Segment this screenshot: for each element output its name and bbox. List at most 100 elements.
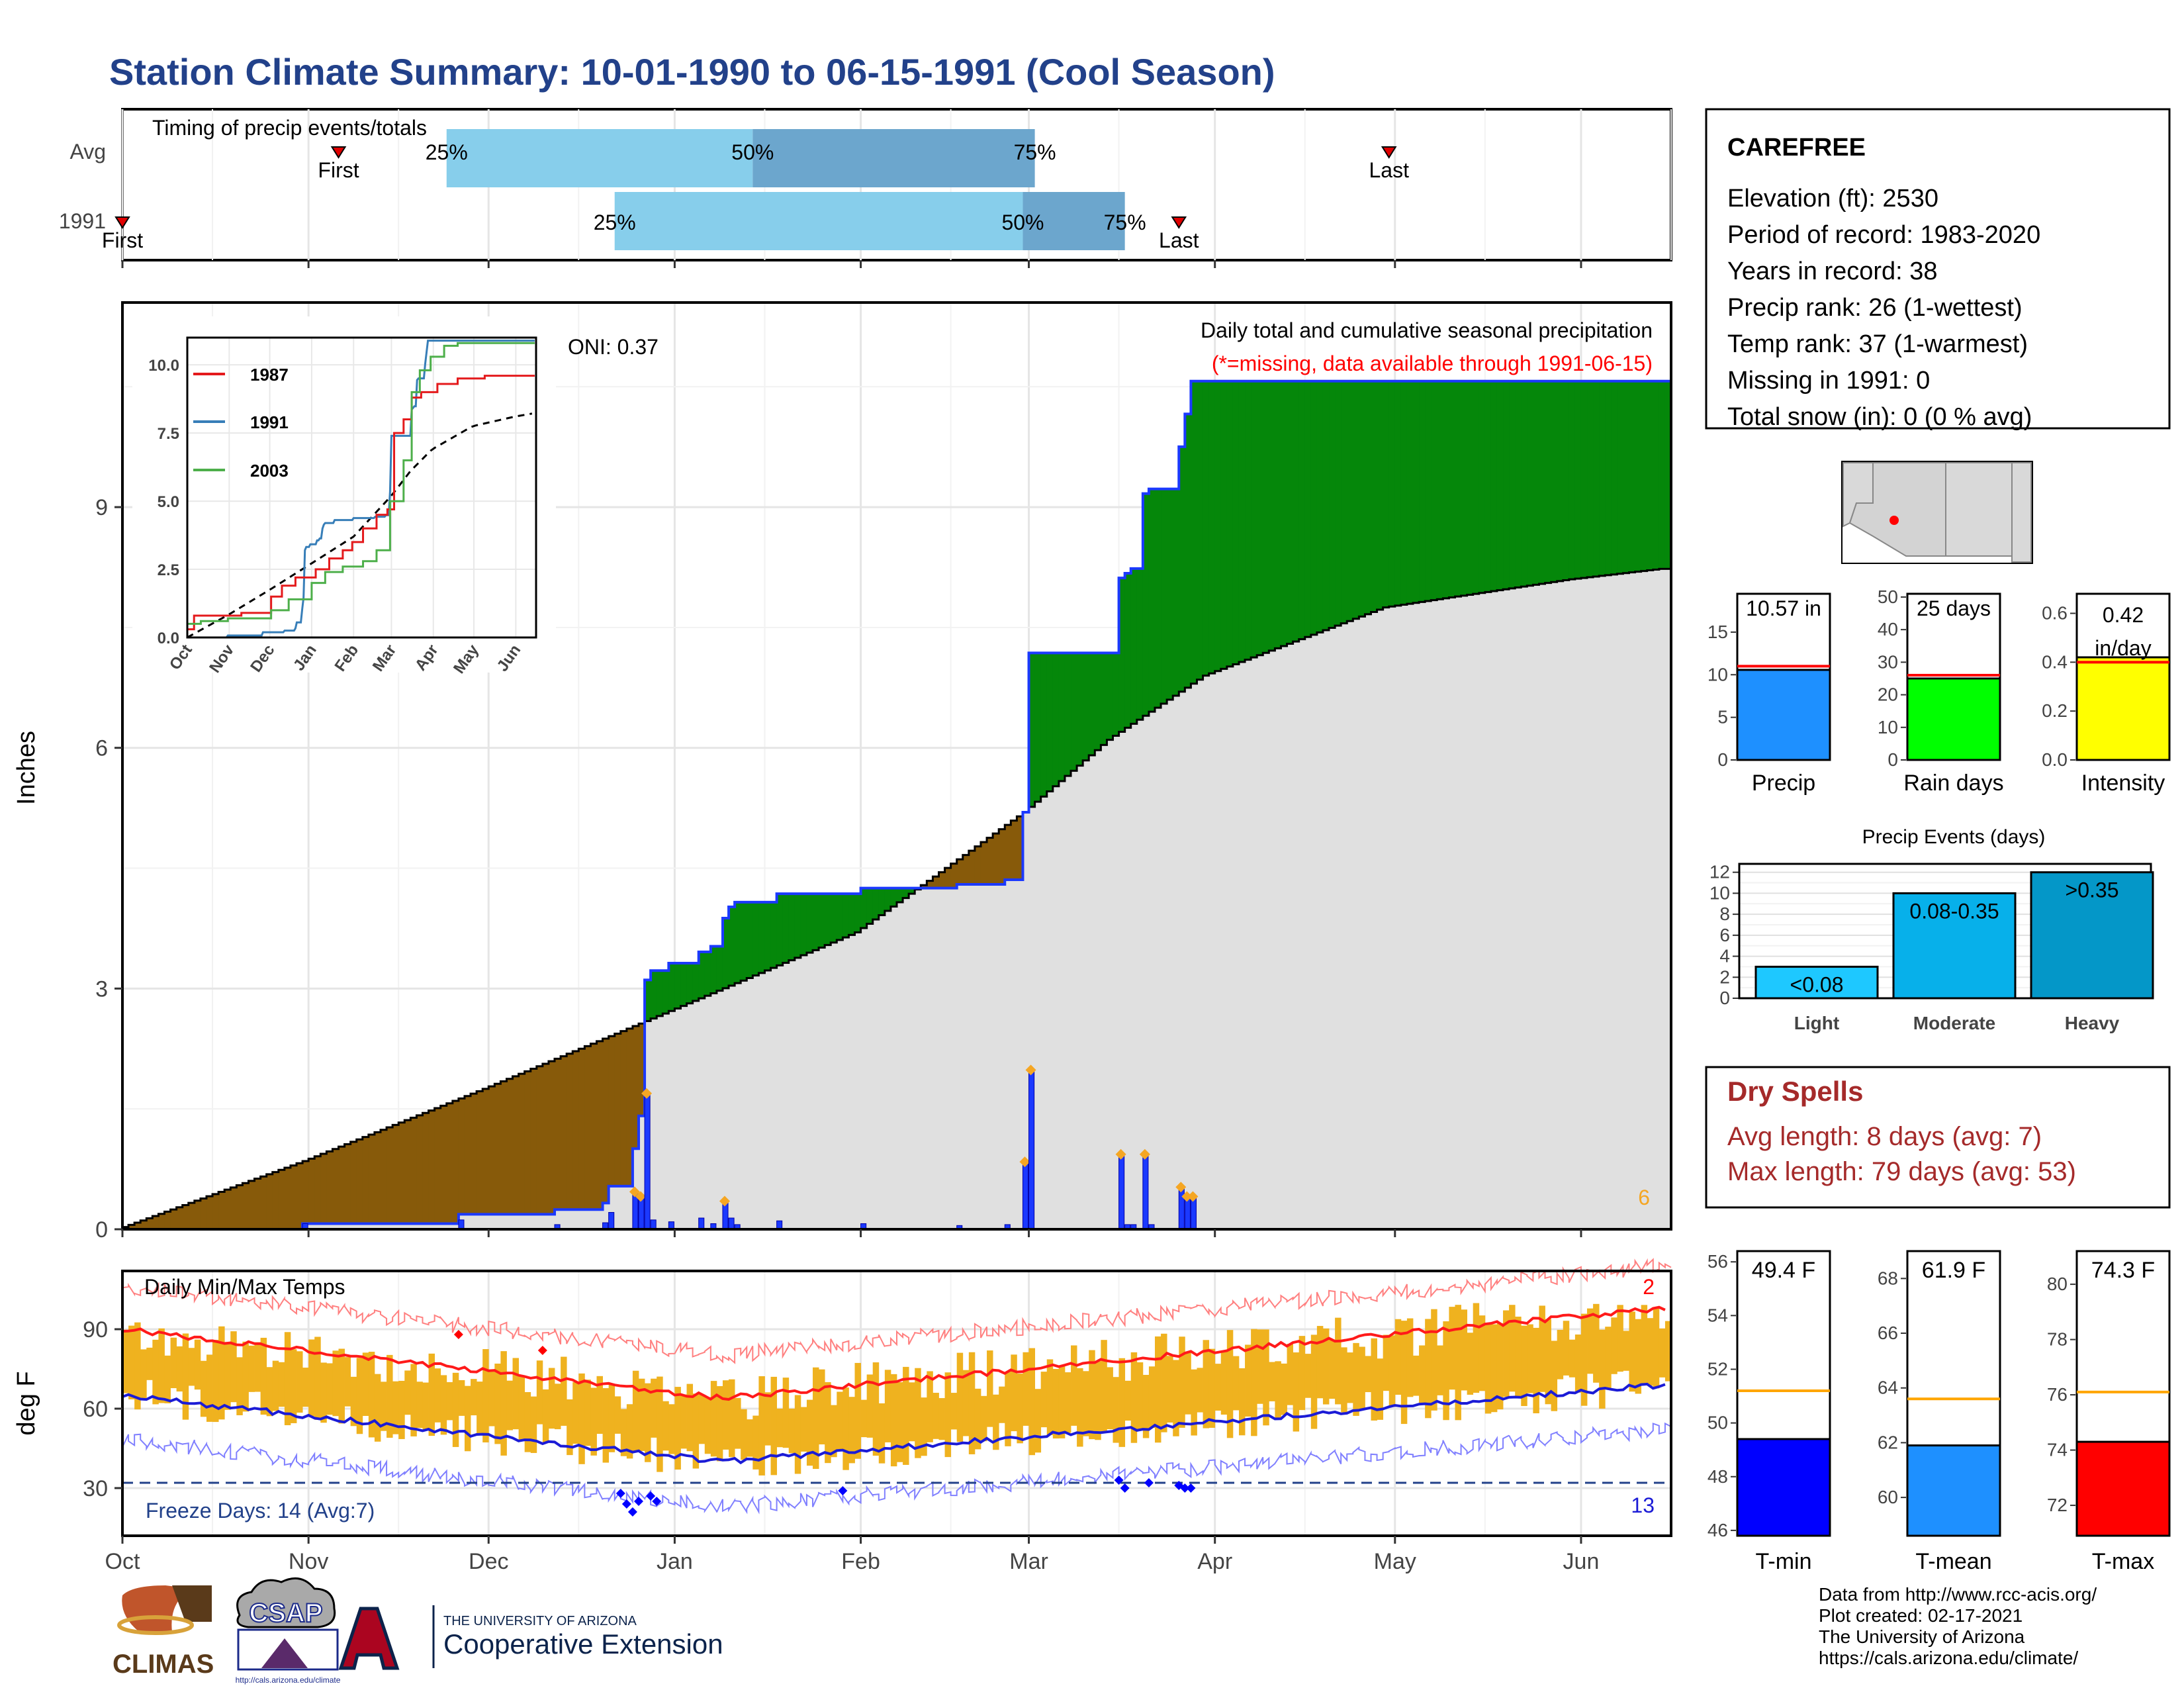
surplus-area (1046, 653, 1054, 792)
timing-first-marker (114, 216, 130, 229)
temp-range-bar (524, 1391, 531, 1452)
surplus-area (1179, 446, 1185, 692)
dry-spells-title: Dry Spells (1727, 1076, 1863, 1107)
surplus-area (1220, 381, 1228, 669)
record-min-marker (621, 1499, 631, 1509)
inset-y-tick-label: 2.5 (158, 561, 179, 579)
credits: Data from http://www.rcc-acis.org/ Plot … (1819, 1584, 2097, 1668)
temp-range-bar (1365, 1356, 1371, 1393)
temp-range-bar (1461, 1309, 1468, 1391)
temp-range-bar (1148, 1366, 1156, 1429)
temp-y-tick-label: 60 (83, 1397, 108, 1422)
surplus-area (704, 951, 711, 996)
temp-range-bar (1316, 1326, 1324, 1399)
mini-category-label: Intensity (2081, 771, 2165, 796)
temp-range-bar (1635, 1319, 1642, 1394)
csap-logo: CSAP http://cals.arizona.edu/climate (236, 1577, 341, 1685)
inset-normal-line (187, 412, 533, 639)
heavy-event-marker (1181, 1191, 1193, 1202)
temp-range-bar (344, 1357, 351, 1407)
temp-range-bar (1353, 1342, 1359, 1416)
surplus-area (1455, 381, 1462, 597)
surplus-area (722, 917, 729, 988)
heavy-event-marker (1025, 1064, 1036, 1076)
temp-range-bar (1005, 1372, 1011, 1446)
deficit-area (260, 1176, 267, 1229)
record-min-marker (1144, 1478, 1154, 1487)
mini-chart-rain-days: 0 10 20 30 40 50 25 days Rain days (1878, 586, 2004, 796)
surplus-area (1400, 381, 1408, 605)
temp-range-bar (1113, 1377, 1119, 1443)
temp-range-bar (1208, 1348, 1216, 1428)
surplus-area (1316, 381, 1324, 633)
inset-legend-1991: 1991 (250, 412, 289, 432)
deficit-area (567, 1053, 573, 1210)
surplus-area (842, 894, 850, 938)
temp-range-bar (1617, 1305, 1623, 1372)
surplus-area (662, 970, 669, 1014)
surplus-area (1298, 381, 1306, 639)
climas-wordmark: CLIMAS (113, 1650, 214, 1679)
temp-range-bar (404, 1370, 411, 1415)
temp-range-bar (296, 1351, 303, 1413)
temp-range-bar (1052, 1368, 1060, 1439)
temp-range-bar (1388, 1335, 1396, 1407)
temp-range-bar (933, 1393, 939, 1439)
temp-range-bar (1287, 1343, 1294, 1405)
inset-legend: 1987 1991 2003 (193, 365, 289, 481)
precip-missing-label: (*=missing, data available through 1991-… (1212, 352, 1653, 375)
temp-range-bar (1226, 1330, 1234, 1438)
temp-range-bar (1479, 1315, 1486, 1391)
precip-count-label: 6 (1638, 1186, 1650, 1209)
surplus-area (1611, 381, 1617, 575)
temp-range-bar (152, 1339, 159, 1405)
credit-line-3: The University of Arizona (1819, 1626, 2025, 1647)
temp-range-bar (1574, 1335, 1582, 1393)
timing-pct-50: 50% (731, 140, 774, 164)
deficit-area (1017, 816, 1024, 880)
temp-range-bar (1545, 1319, 1552, 1405)
temp-range-bar (392, 1381, 399, 1434)
deficit-area (950, 863, 958, 888)
surplus-area (1371, 381, 1378, 612)
timing-first-label: First (102, 228, 143, 252)
surplus-area (1623, 381, 1630, 573)
record-min-marker (627, 1507, 637, 1517)
normal-min-line (122, 1382, 1666, 1465)
temp-range-bar (1064, 1372, 1071, 1433)
deficit-area (596, 1041, 604, 1210)
daily-precip-bar (1178, 1186, 1185, 1230)
surplus-area (729, 906, 735, 986)
deficit-area (614, 1033, 621, 1186)
temp-range-bar (194, 1339, 201, 1390)
temp-range-bar (548, 1368, 555, 1429)
temp-range-bar (1341, 1347, 1347, 1413)
temp-range-bar (1167, 1356, 1173, 1423)
surplus-area (1142, 493, 1150, 716)
surplus-area (1287, 381, 1294, 644)
deficit-area (572, 1051, 579, 1210)
temp-range-bar (626, 1404, 633, 1459)
temp-range-bar (1238, 1368, 1246, 1436)
temp-range-bar (1203, 1340, 1210, 1429)
csap-wordmark: CSAP (249, 1599, 322, 1628)
deficit-area (326, 1151, 334, 1224)
surplus-area (1557, 381, 1564, 581)
deficit-area (158, 1213, 165, 1229)
surplus-area (806, 894, 813, 953)
surplus-area (1322, 381, 1330, 630)
station-info-line: Missing in 1991: 0 (1727, 367, 1930, 395)
temp-range-bar (128, 1325, 135, 1399)
temp-range-bar (620, 1409, 627, 1456)
temp-range-bar (302, 1368, 309, 1407)
temp-range-bar (236, 1357, 243, 1415)
mini-y-tick-label: 0.2 (2042, 700, 2068, 721)
temp-range-bar (1406, 1318, 1414, 1397)
inset-lines (187, 340, 535, 639)
timing-pct-75: 75% (1104, 211, 1146, 234)
surplus-area (1232, 381, 1240, 665)
surplus-area (1647, 381, 1654, 571)
deficit-area (956, 859, 964, 885)
surplus-area (1185, 414, 1192, 688)
